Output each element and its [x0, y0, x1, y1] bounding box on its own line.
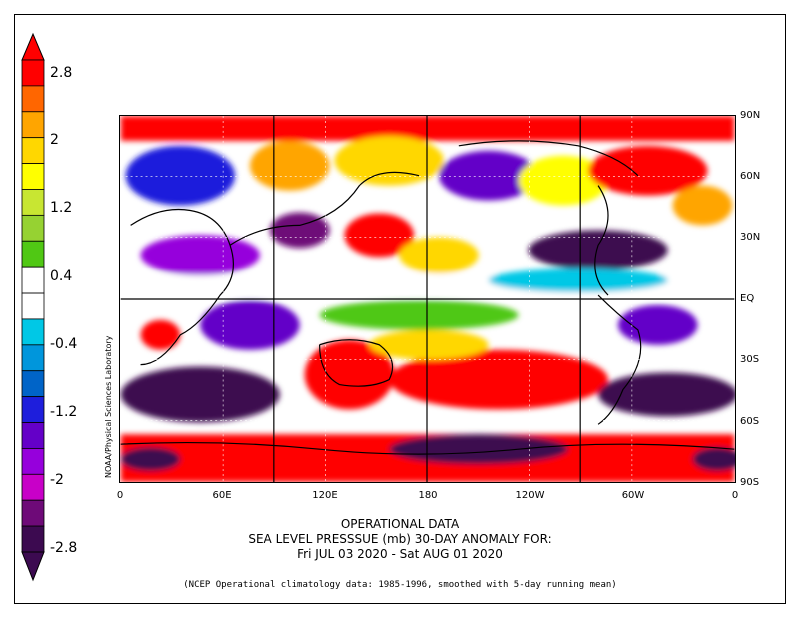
colorbar-bottom-arrow: [21, 551, 45, 582]
lon-label: 60E: [212, 490, 232, 501]
colorbar-segment: [21, 473, 45, 501]
dashed-graticule: [120, 116, 735, 482]
colorbar-top-arrow: [21, 32, 45, 61]
lon-label: 0: [116, 490, 124, 501]
lat-label: 30S: [740, 354, 760, 365]
lon-label: 120E: [312, 490, 338, 501]
colorbar-label: -2: [50, 472, 64, 488]
colorbar-segment: [21, 214, 45, 242]
lat-label: 90S: [740, 477, 760, 488]
lon-label: 60W: [621, 490, 645, 501]
colorbar-segment: [21, 448, 45, 475]
title-line-2: SEA LEVEL PRESSSUE (mb) 30-DAY ANOMALY F…: [248, 532, 552, 546]
lat-label: 30N: [740, 232, 761, 243]
colorbar-label: -0.4: [50, 336, 78, 352]
colorbar-label: 2.8: [50, 65, 73, 81]
colorbar-label: 2: [50, 132, 59, 148]
colorbar-segment: [21, 85, 45, 113]
colorbar-segment: [21, 370, 45, 398]
colorbar-segment: [21, 422, 45, 449]
lat-label: 60S: [740, 416, 760, 427]
solid-graticule: [120, 116, 735, 482]
colorbar-label: -2.8: [50, 540, 78, 556]
lon-label: 0: [731, 490, 739, 501]
footnote: (NCEP Operational climatology data: 1985…: [183, 580, 617, 590]
credit-text: NOAA/Physical Sciences Laboratory: [104, 335, 113, 478]
lon-label: 120W: [515, 490, 545, 501]
lon-label: 180: [418, 490, 438, 501]
colorbar-segment: [21, 266, 45, 294]
figure-frame: [14, 14, 786, 604]
colorbar-segment: [21, 163, 45, 190]
colorbar-label: 1.2: [50, 200, 73, 216]
colorbar: [21, 32, 45, 582]
colorbar-segment: [21, 59, 45, 87]
anomaly-map: [119, 115, 736, 483]
title-line-1: OPERATIONAL DATA: [340, 517, 460, 531]
lat-label: 90N: [740, 110, 761, 121]
colorbar-segment: [21, 189, 45, 216]
colorbar-segment: [21, 292, 45, 320]
colorbar-label: 0.4: [50, 268, 73, 284]
lat-label: EQ: [740, 293, 755, 304]
colorbar-segment: [21, 137, 45, 164]
lat-label: 60N: [740, 171, 761, 182]
colorbar-segment: [21, 240, 45, 268]
colorbar-segment: [21, 396, 45, 423]
colorbar-label: -1.2: [50, 404, 78, 420]
colorbar-segment: [21, 318, 45, 346]
colorbar-segment: [21, 111, 45, 139]
colorbar-segment: [21, 344, 45, 372]
title-line-3: Fri JUL 03 2020 - Sat AUG 01 2020: [297, 547, 503, 561]
